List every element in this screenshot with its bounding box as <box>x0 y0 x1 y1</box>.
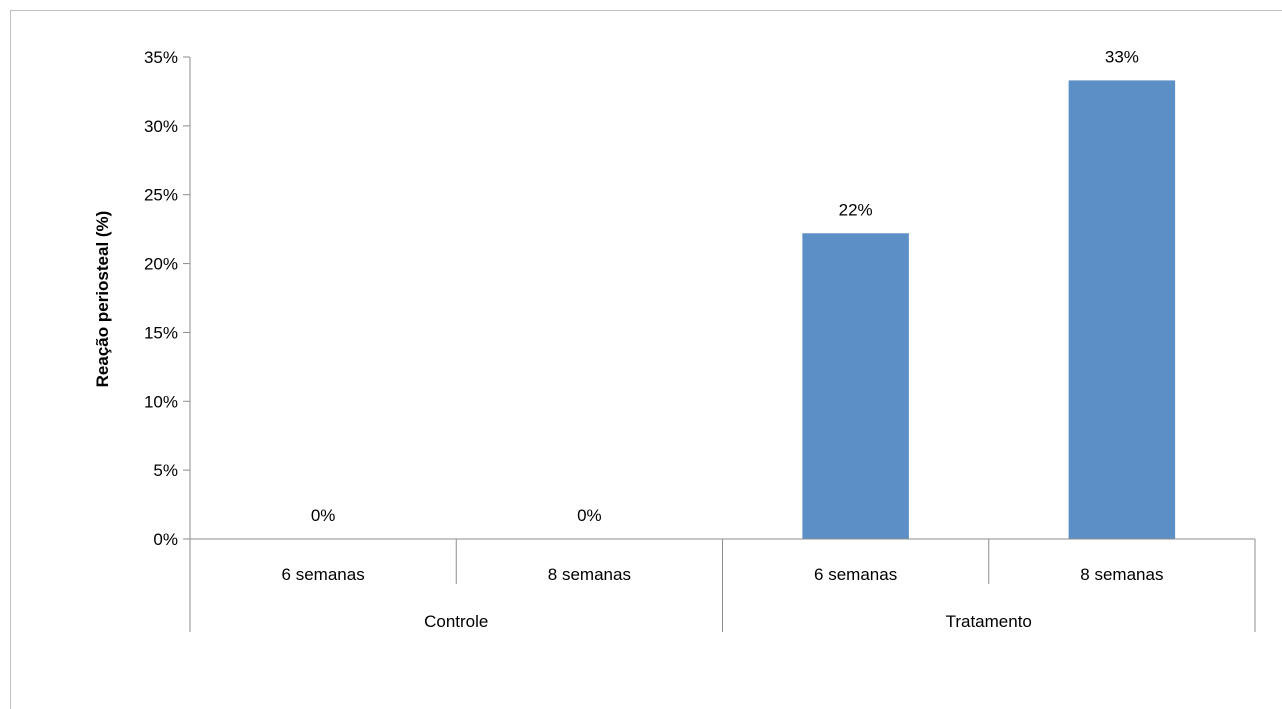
chart-frame <box>10 10 1282 709</box>
x-category-label: 6 semanas <box>814 565 897 584</box>
bars <box>802 80 1176 539</box>
y-tick-label: 5% <box>153 461 178 480</box>
y-axis-label: Reação periosteal (%) <box>93 211 112 388</box>
data-labels: 0% 0% 22% 33% <box>311 47 1139 525</box>
y-tick-label: 25% <box>144 186 178 205</box>
x-group-label: Controle <box>424 612 488 631</box>
data-label: 33% <box>1105 47 1139 66</box>
data-label: 0% <box>577 506 602 525</box>
x-category-label: 8 semanas <box>1080 565 1163 584</box>
y-tick-label: 0% <box>153 530 178 549</box>
y-tick-label: 20% <box>144 255 178 274</box>
y-tick-label: 15% <box>144 323 178 342</box>
bar <box>802 233 909 539</box>
x-axis: 6 semanas 8 semanas Controle 6 semanas 8 sem… <box>189 538 1256 632</box>
y-tick-label: 35% <box>144 48 178 67</box>
y-axis: 0% 5% 10% 15% 20% 25% 30% 35% <box>144 48 191 549</box>
y-tick-label: 10% <box>144 392 178 411</box>
x-category-label: 8 semanas <box>548 565 631 584</box>
x-group-label: Tratamento <box>946 612 1032 631</box>
data-label: 0% <box>311 506 336 525</box>
y-tick-label: 30% <box>144 117 178 136</box>
bar <box>1068 80 1176 539</box>
x-category-label: 6 semanas <box>282 565 365 584</box>
data-label: 22% <box>839 200 873 219</box>
